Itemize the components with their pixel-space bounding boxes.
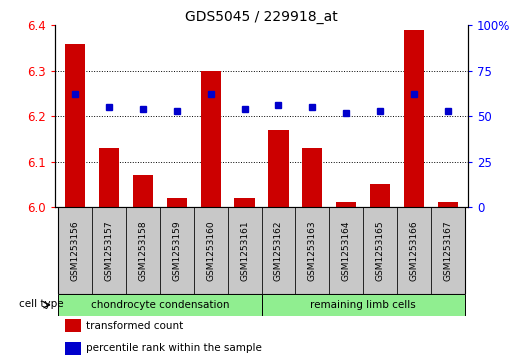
- Bar: [133, 175, 153, 207]
- Text: GSM1253166: GSM1253166: [410, 220, 418, 281]
- Title: GDS5045 / 229918_at: GDS5045 / 229918_at: [185, 11, 338, 24]
- Bar: [397, 207, 431, 294]
- Text: percentile rank within the sample: percentile rank within the sample: [86, 343, 262, 353]
- Bar: [126, 207, 160, 294]
- Bar: [58, 207, 92, 294]
- Text: chondrocyte condensation: chondrocyte condensation: [90, 300, 229, 310]
- Text: GSM1253160: GSM1253160: [206, 220, 215, 281]
- Text: GSM1253167: GSM1253167: [444, 220, 452, 281]
- Bar: [194, 207, 228, 294]
- Bar: [262, 207, 295, 294]
- Bar: [262, 294, 465, 316]
- Text: GSM1253163: GSM1253163: [308, 220, 317, 281]
- Text: remaining limb cells: remaining limb cells: [310, 300, 416, 310]
- Bar: [438, 202, 458, 207]
- Text: cell type: cell type: [19, 299, 64, 309]
- Bar: [268, 130, 289, 207]
- Bar: [234, 198, 255, 207]
- Text: GSM1253159: GSM1253159: [173, 220, 181, 281]
- Bar: [431, 207, 465, 294]
- Bar: [228, 207, 262, 294]
- Text: GSM1253162: GSM1253162: [274, 220, 283, 281]
- Bar: [65, 44, 85, 207]
- Text: GSM1253158: GSM1253158: [139, 220, 147, 281]
- Bar: [302, 148, 323, 207]
- Text: transformed count: transformed count: [86, 321, 184, 331]
- Bar: [295, 207, 329, 294]
- Text: GSM1253157: GSM1253157: [105, 220, 113, 281]
- Bar: [92, 207, 126, 294]
- Text: GSM1253156: GSM1253156: [71, 220, 79, 281]
- Text: GSM1253164: GSM1253164: [342, 220, 350, 281]
- Text: GSM1253161: GSM1253161: [240, 220, 249, 281]
- Bar: [167, 198, 187, 207]
- Bar: [160, 207, 194, 294]
- Bar: [370, 184, 390, 207]
- Bar: [329, 207, 363, 294]
- Text: GSM1253165: GSM1253165: [376, 220, 384, 281]
- Bar: [404, 30, 424, 207]
- Bar: [65, 319, 81, 333]
- Bar: [200, 71, 221, 207]
- Bar: [99, 148, 119, 207]
- Bar: [65, 342, 81, 355]
- Bar: [58, 294, 262, 316]
- Bar: [336, 202, 356, 207]
- Bar: [363, 207, 397, 294]
